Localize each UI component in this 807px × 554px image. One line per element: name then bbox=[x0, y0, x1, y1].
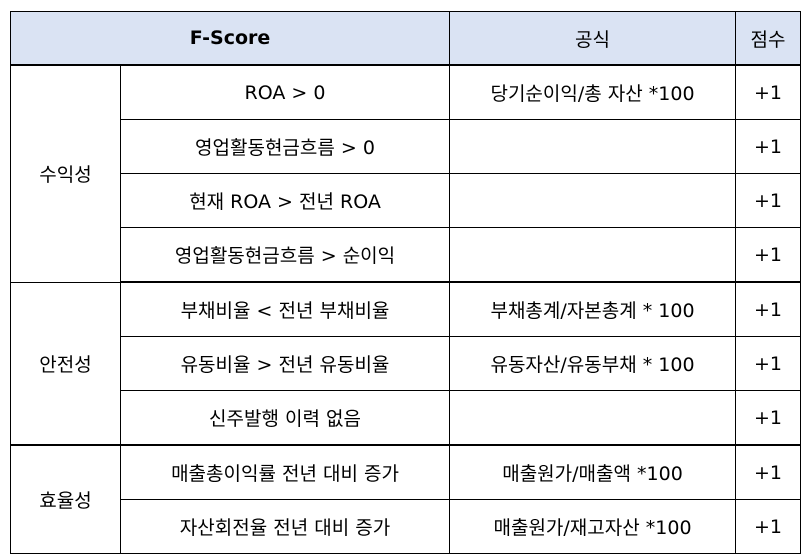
criterion-cell: 영업활동현금흐름 > 순이익 bbox=[119, 227, 451, 283]
score-cell: +1 bbox=[735, 390, 802, 446]
fscore-table: F-Score 공식 점수 수익성 ROA > 0 당기순이익/총 자산 *10… bbox=[9, 11, 802, 554]
formula-cell: 매출원가/재고자산 *100 bbox=[449, 499, 737, 554]
formula-cell: 부채총계/자본총계 * 100 bbox=[449, 281, 737, 337]
header-row: F-Score 공식 점수 bbox=[9, 11, 802, 66]
header-fscore: F-Score bbox=[9, 11, 451, 66]
header-formula: 공식 bbox=[449, 11, 737, 66]
formula-cell bbox=[449, 390, 737, 446]
formula-cell bbox=[449, 227, 737, 283]
table-row: 신주발행 이력 없음 +1 bbox=[11, 390, 802, 446]
formula-cell: 매출원가/매출액 *100 bbox=[449, 444, 737, 500]
table-row: 수익성 ROA > 0 당기순이익/총 자산 *100 +1 bbox=[10, 64, 802, 283]
formula-cell bbox=[449, 119, 737, 174]
category-cell: 효율성 bbox=[10, 444, 121, 554]
score-cell: +1 bbox=[735, 119, 802, 174]
score-cell: +1 bbox=[735, 281, 802, 337]
criterion-cell: 부채비율 < 전년 부채비율 bbox=[119, 281, 451, 337]
table-row: 영업활동현금흐름 > 0 +1 bbox=[11, 119, 802, 174]
table-row: 효율성 매출총이익률 전년 대비 증가 매출원가/매출액 *100 +1 bbox=[10, 444, 802, 554]
criterion-cell: 영업활동현금흐름 > 0 bbox=[119, 119, 451, 174]
table-row: 안전성 부채비율 < 전년 부채비율 부채총계/자본총계 * 100 +1 bbox=[10, 281, 802, 446]
score-cell: +1 bbox=[735, 173, 802, 228]
table-row: 자산회전율 전년 대비 증가 매출원가/재고자산 *100 +1 bbox=[11, 499, 802, 554]
table-row: 영업활동현금흐름 > 순이익 +1 bbox=[11, 227, 802, 283]
score-cell: +1 bbox=[735, 336, 802, 391]
criterion-cell: 신주발행 이력 없음 bbox=[119, 390, 451, 446]
table-row: 유동비율 > 전년 유동비율 유동자산/유동부채 * 100 +1 bbox=[11, 336, 802, 391]
score-cell: +1 bbox=[735, 444, 802, 500]
criterion-cell: ROA > 0 bbox=[119, 64, 451, 120]
criterion-cell: 현재 ROA > 전년 ROA bbox=[119, 173, 451, 228]
category-cell: 수익성 bbox=[10, 64, 121, 283]
criterion-cell: 자산회전율 전년 대비 증가 bbox=[119, 499, 451, 554]
score-cell: +1 bbox=[735, 499, 802, 554]
category-cell: 안전성 bbox=[10, 281, 121, 446]
criterion-cell: 매출총이익률 전년 대비 증가 bbox=[119, 444, 451, 500]
formula-cell: 당기순이익/총 자산 *100 bbox=[449, 64, 737, 120]
score-cell: +1 bbox=[735, 227, 802, 283]
table-row: 현재 ROA > 전년 ROA +1 bbox=[11, 173, 802, 228]
criterion-cell: 유동비율 > 전년 유동비율 bbox=[119, 336, 451, 391]
header-score: 점수 bbox=[735, 11, 802, 66]
formula-cell bbox=[449, 173, 737, 228]
formula-cell: 유동자산/유동부채 * 100 bbox=[449, 336, 737, 391]
score-cell: +1 bbox=[735, 64, 802, 120]
